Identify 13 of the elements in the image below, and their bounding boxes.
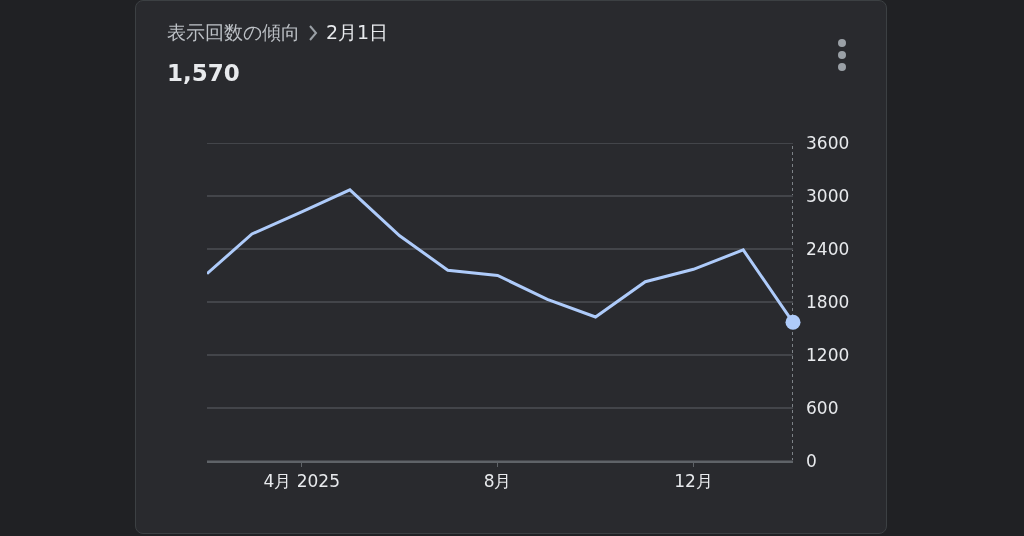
y-tick-label: 3000 [806,185,850,206]
y-tick-label: 1800 [806,291,850,312]
text: 1,570 [167,60,240,86]
y-tick-label: 2400 [806,238,850,259]
y-tick-label: 0 [806,450,817,471]
chart-title: 表示回数の傾向 [167,20,300,45]
x-tick-label: 4月 2025 [263,471,340,492]
y-tick-label: 3600 [806,132,850,153]
chart-subtitle: 2月1日 [326,20,389,45]
x-tick-label: 8月 [483,471,512,492]
y-tick-label: 1200 [806,344,850,365]
y-tick-label: 600 [806,397,839,418]
x-tick-label: 12月 [674,471,713,492]
